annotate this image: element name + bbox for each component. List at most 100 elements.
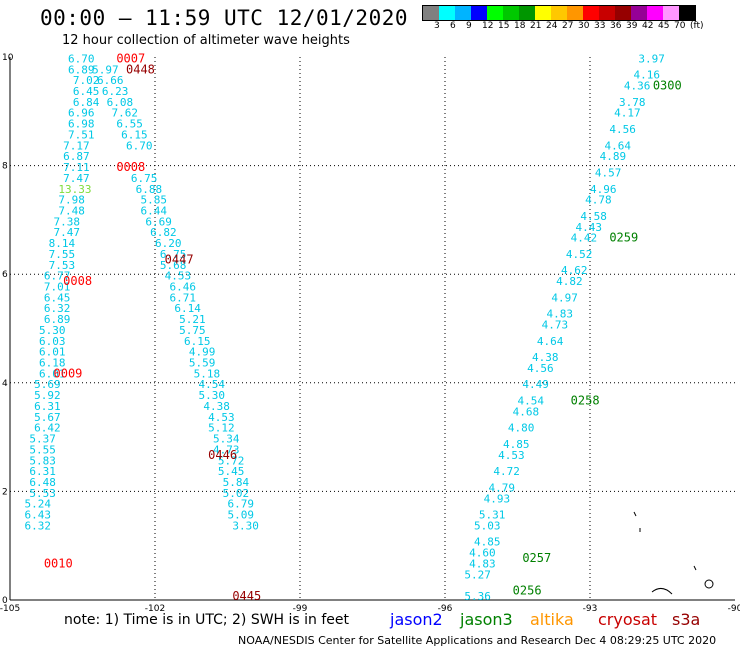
color-scale-cell — [503, 6, 519, 20]
wave-height-value: 7.38 — [54, 215, 81, 228]
wave-height-value: 5.45 — [218, 465, 245, 478]
wave-height-value: 6.01 — [39, 367, 66, 380]
wave-height-value: 5.27 — [464, 568, 491, 581]
wave-height-value: 7.48 — [58, 204, 84, 217]
pass-time-label: 0008 — [116, 160, 145, 174]
wave-height-value: 6.46 — [170, 280, 197, 293]
color-scale-label: 36 — [610, 21, 622, 31]
color-scale-cell — [615, 6, 631, 20]
wave-height-value: 4.73 — [542, 319, 569, 332]
wave-height-value: 6.77 — [44, 270, 70, 283]
wave-height-value: 5.92 — [34, 389, 61, 402]
wave-height-value: 5.31 — [479, 509, 506, 522]
y-tick-label: 4 — [2, 379, 8, 389]
wave-height-value: 6.84 — [73, 96, 100, 109]
wave-height-value: 4.38 — [203, 400, 230, 413]
wave-height-value: 4.17 — [614, 107, 641, 120]
wave-height-value: 7.11 — [63, 161, 90, 174]
wave-height-value: 6.03 — [39, 335, 66, 348]
color-scale-cell — [663, 6, 679, 20]
wave-height-value: 4.38 — [532, 351, 559, 364]
wave-height-value: 6.66 — [97, 74, 124, 87]
page-subtitle: 12 hour collection of altimeter wave hei… — [62, 33, 350, 48]
wave-height-value: 5.03 — [474, 519, 501, 532]
wave-height-value: 4.53 — [165, 270, 192, 283]
wave-height-value: 6.31 — [29, 465, 56, 478]
wave-height-value: 5.21 — [179, 313, 206, 326]
wave-height-value: 7.98 — [58, 194, 84, 207]
wave-height-value: 6.70 — [126, 139, 153, 152]
wave-height-value: 4.56 — [527, 362, 554, 375]
wave-height-value: 4.99 — [189, 346, 216, 359]
wave-height-value: 4.96 — [590, 183, 617, 196]
wave-height-value: 7.17 — [63, 139, 90, 152]
wave-height-value: 4.68 — [513, 405, 540, 418]
wave-height-value: 5.83 — [29, 454, 56, 467]
color-scale-label: 45 — [658, 21, 670, 31]
coastline-fragment — [693, 565, 697, 571]
wave-height-value: 7.55 — [49, 248, 76, 261]
wave-height-value: 4.42 — [571, 232, 598, 245]
wave-height-value: 3.97 — [638, 52, 665, 65]
wave-height-value: 5.67 — [34, 411, 61, 424]
color-scale-label: 39 — [626, 21, 638, 31]
color-scale-cell — [631, 6, 647, 20]
wave-height-value: 5.69 — [34, 378, 61, 391]
x-tick-label: -90 — [728, 604, 740, 614]
wave-height-value: 4.54 — [518, 395, 545, 408]
wave-height-value: 6.23 — [102, 85, 129, 98]
wave-height-value: 6.75 — [131, 172, 158, 185]
color-scale-cell — [455, 6, 471, 20]
x-tick-label: -102 — [145, 604, 165, 614]
wave-height-value: 4.62 — [561, 264, 588, 277]
wave-height-value: 6.32 — [44, 302, 70, 315]
wave-height-value: 6.32 — [25, 519, 52, 532]
color-scale-cell — [647, 6, 663, 20]
coastline-fragment — [633, 511, 637, 517]
wave-height-value: 4.89 — [600, 150, 627, 163]
wave-height-value: 4.93 — [484, 492, 511, 505]
x-tick-label: -99 — [293, 604, 308, 614]
wave-height-value: 6.69 — [145, 215, 172, 228]
satellite-legend-jason2: jason2 — [390, 610, 443, 629]
wave-height-value: 4.49 — [522, 378, 549, 391]
wave-height-value: 6.79 — [228, 498, 255, 511]
wave-height-value: 5.75 — [179, 324, 206, 337]
wave-height-value: 5.37 — [29, 433, 56, 446]
color-scale-label: 12 — [482, 21, 494, 31]
pass-time-label: 0448 — [126, 62, 155, 76]
wave-height-value: 4.53 — [498, 449, 524, 462]
wave-height-value: 4.56 — [609, 123, 636, 136]
wave-height-value: 4.85 — [474, 536, 501, 549]
wave-height-value: 4.73 — [213, 443, 240, 456]
wave-height-value: 4.83 — [547, 308, 574, 321]
wave-height-value: 4.60 — [469, 547, 496, 560]
pass-time-label: 0300 — [653, 79, 682, 93]
wave-height-value: 6.75 — [160, 248, 187, 261]
wave-height-value: 7.01 — [44, 280, 70, 293]
wave-height-value: 6.44 — [141, 204, 168, 217]
coastline-fragment — [651, 588, 673, 595]
wave-height-value: 6.20 — [155, 237, 182, 250]
wave-height-value: 4.78 — [585, 194, 612, 207]
wave-height-value: 6.48 — [29, 476, 56, 489]
color-scale-cell — [487, 6, 503, 20]
wave-height-value: 6.70 — [68, 52, 95, 65]
x-tick-label: -96 — [438, 604, 453, 614]
y-tick-label: 10 — [2, 53, 14, 63]
color-scale-label: 33 — [594, 21, 606, 31]
wave-height-value: 4.83 — [469, 557, 496, 570]
pass-time-label: 0008 — [63, 274, 92, 288]
y-tick-label: 8 — [2, 162, 8, 172]
wave-height-value: 5.09 — [228, 509, 255, 522]
wave-height-value: 5.02 — [223, 487, 250, 500]
color-scale-cell — [471, 6, 487, 20]
wave-height-value: 5.55 — [29, 443, 56, 456]
wave-height-value: 3.78 — [619, 96, 646, 109]
wave-height-value: 6.89 — [68, 63, 95, 76]
wave-height-value: 4.53 — [208, 411, 235, 424]
y-tick-label: 2 — [2, 487, 8, 497]
island-outline — [704, 579, 714, 589]
wave-height-value: 5.30 — [39, 324, 66, 337]
wave-height-value: 5.85 — [141, 194, 168, 207]
